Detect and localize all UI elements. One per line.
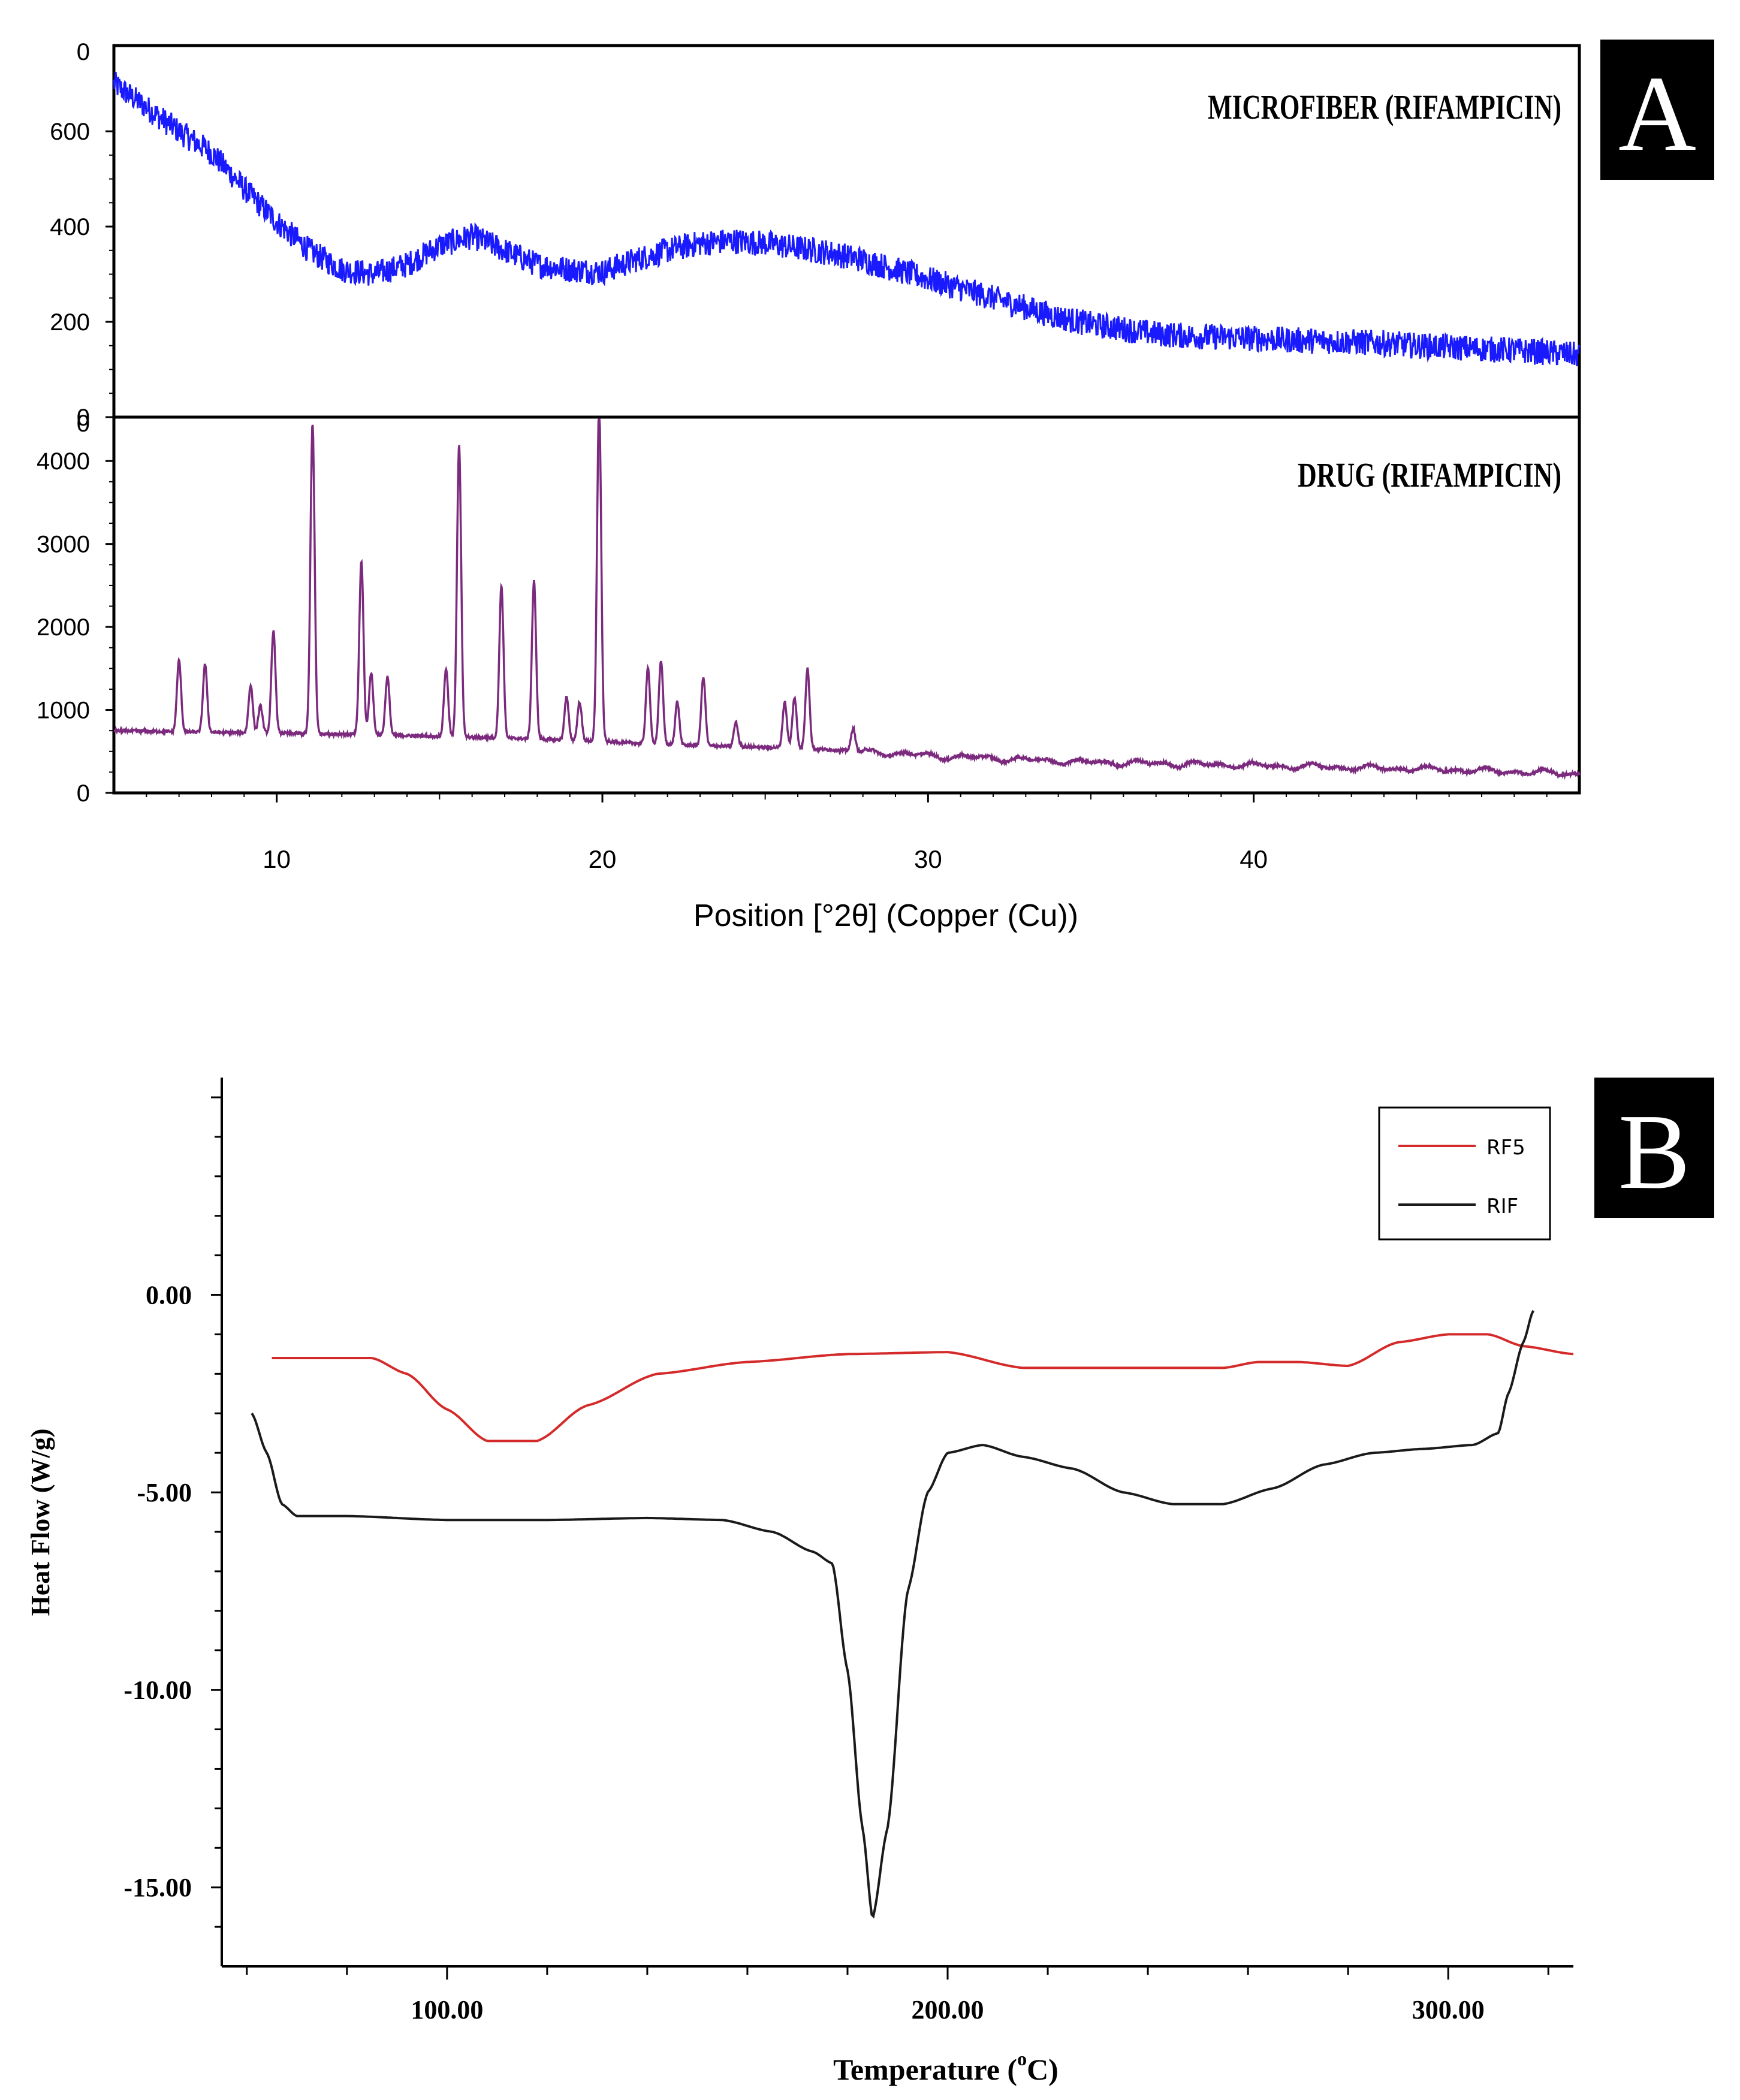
xrd-bottom-y-axis: 0 1000 2000 3000 4000 0 [37,411,114,807]
xrd-top-y-tick-label: 0 [77,405,90,431]
xrd-bottom-plot-frame [112,415,1581,795]
xrd-top-y-axis: 0 200 400 600 0 [50,39,114,431]
dsc-x-axis-label: Temperature (oC) [833,2048,1059,2086]
panel-label-b-box [1594,1078,1714,1218]
dsc-x-tick-label: 300.00 [1412,1995,1485,2024]
xrd-x-tick-label: 40 [1240,845,1268,873]
panel-label-b: B [1618,1092,1690,1211]
xrd-top-y-tick-label: 200 [50,309,90,336]
dsc-y-tick-label: -15.00 [123,1873,192,1902]
dsc-legend: RF5 RIF [1378,1106,1551,1241]
microfiber-xrd-series-line [113,71,1581,367]
drug-series-title: DRUG (RIFAMPICIN) [1298,455,1561,494]
dsc-y-tick-label: 0.00 [146,1281,192,1310]
dsc-y-axis: 0.00 -5.00 -10.00 -15.00 [123,1096,222,1928]
dsc-x-axis: 100.00 200.00 300.00 [246,1966,1549,2024]
xrd-bottom-y-tick-label: 4000 [37,448,90,475]
xrd-top-y-tick-label: 600 [50,119,90,145]
rf5-series-line [272,1333,1574,1443]
dsc-y-tick-label: -5.00 [137,1478,192,1507]
panel-b-dsc-chart: 0.00 -5.00 -10.00 -15.00 100.00 200.00 300.00… [26,1078,1714,2086]
xrd-bottom-y-tick-label: 2000 [37,614,90,641]
xrd-x-axis-label: Position [°2θ] (Copper (Cu)) [693,898,1078,933]
dsc-y-axis-label: Heat Flow (W/g) [26,1429,55,1616]
dsc-x-tick-label: 200.00 [912,1995,984,2024]
xrd-top-y-tick-label: 400 [50,214,90,240]
legend-rif-label: RIF [1486,1194,1518,1218]
xrd-x-tick-label: 30 [914,845,942,873]
dsc-y-tick-label: -10.00 [123,1676,192,1705]
xrd-x-axis: 10 20 30 40 [146,793,1548,873]
xrd-bottom-y-tick-label: 1000 [37,698,90,724]
xrd-bottom-y-tick-label: 0 [77,780,90,807]
xrd-x-tick-label: 20 [589,845,617,873]
xrd-x-tick-label: 10 [263,845,291,873]
rif-series-line [251,1310,1535,1919]
xrd-bottom-y-top-tick-label: 0 [77,411,90,437]
microfiber-series-title: MICROFIBER (RIFAMPICIN) [1208,88,1561,126]
xrd-top-y-top-tick-label: 0 [77,39,90,65]
drug-xrd-series-line [113,418,1581,780]
dsc-x-tick-label: 100.00 [411,1995,483,2024]
panel-label-a-box [1600,40,1714,180]
xrd-bottom-y-tick-label: 3000 [37,532,90,558]
legend-rf5-label: RF5 [1486,1136,1525,1160]
dsc-legend-box [1378,1106,1551,1241]
panel-label-a: A [1618,54,1696,173]
